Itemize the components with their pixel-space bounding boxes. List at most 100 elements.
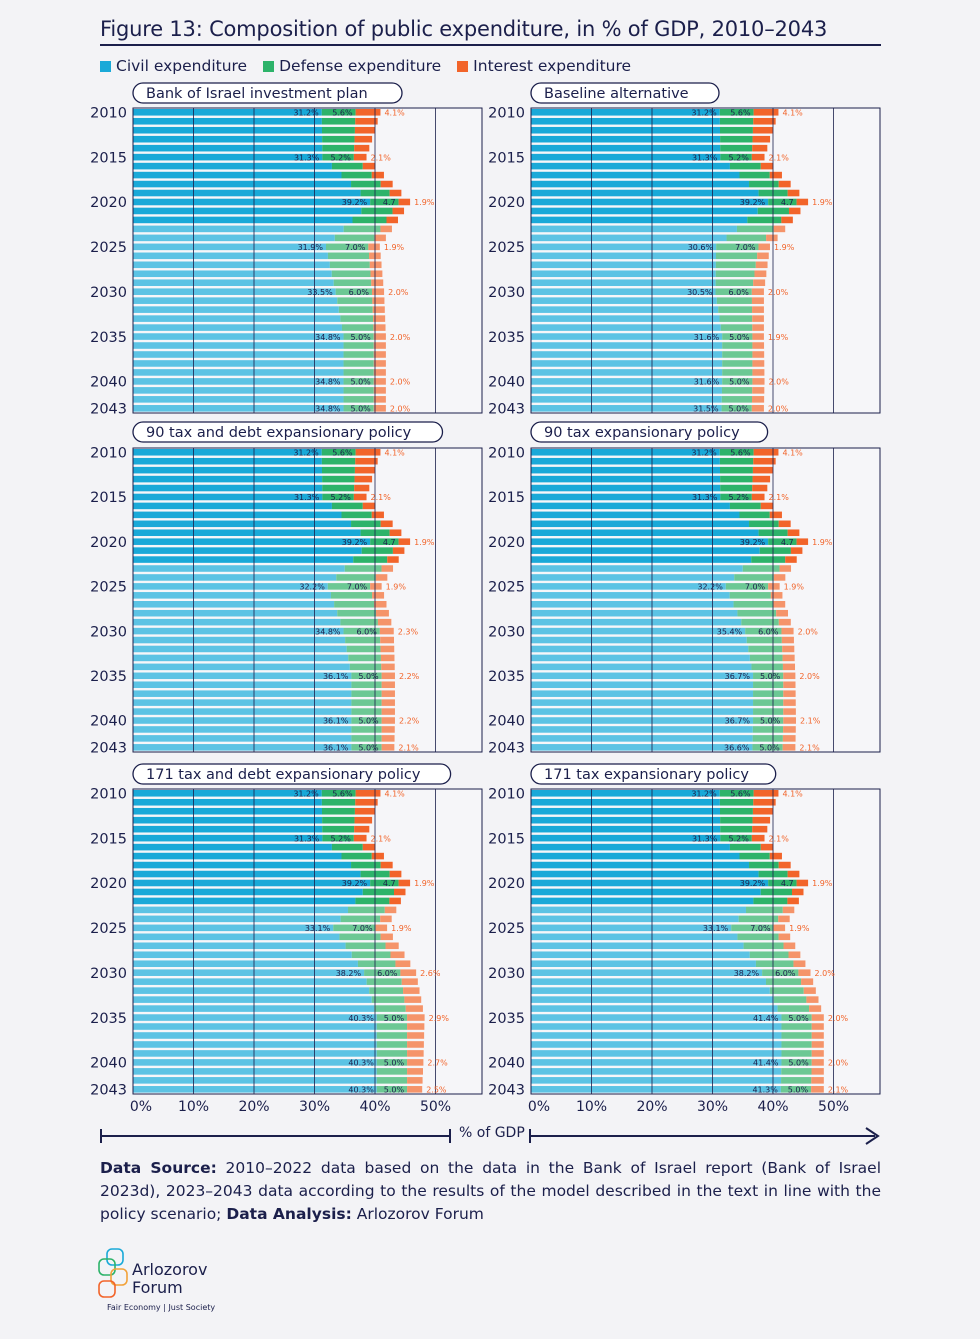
- bar-interest: [752, 306, 764, 313]
- bar-defense: [329, 261, 370, 269]
- bar-interest: [773, 924, 786, 932]
- bar-interest: [811, 1086, 824, 1093]
- bar-interest: [783, 717, 796, 724]
- axis-bracket-mid-tick: [449, 1129, 451, 1143]
- data-label-civil: 33.5%: [307, 288, 333, 297]
- year-tick-label: 2020: [90, 195, 127, 211]
- bar-interest: [392, 207, 405, 215]
- bar-defense: [749, 654, 783, 662]
- data-label-defense: 5.0%: [760, 717, 781, 726]
- bar-interest: [377, 618, 392, 626]
- bar-civil: [133, 645, 347, 653]
- bar-interest: [791, 888, 804, 896]
- data-label-civil: 30.6%: [688, 243, 714, 252]
- bar-civil: [133, 672, 352, 680]
- bar-defense: [357, 960, 396, 968]
- bar-interest: [782, 735, 796, 742]
- bar-defense: [768, 538, 797, 545]
- data-label-interest: 1.9%: [768, 333, 789, 342]
- panel-title-box: [530, 82, 720, 104]
- bar-civil: [133, 906, 349, 914]
- bar-defense: [344, 565, 382, 572]
- data-label-civil: 39.2%: [342, 879, 368, 888]
- data-label-defense: 5.0%: [728, 405, 749, 414]
- data-label-interest: 1.9%: [391, 924, 412, 933]
- bar-defense: [751, 556, 786, 563]
- bar-defense: [719, 315, 753, 322]
- bar-interest: [787, 189, 800, 197]
- bar-civil: [133, 565, 345, 572]
- data-label-defense: 5.0%: [384, 1014, 405, 1023]
- bar-civil: [531, 144, 721, 152]
- bar-defense: [745, 627, 782, 635]
- bar-interest: [752, 315, 764, 322]
- bar-civil: [531, 529, 759, 537]
- bar-interest: [405, 1005, 423, 1012]
- bar-defense: [753, 681, 784, 689]
- bar-defense: [321, 457, 356, 465]
- bar-defense: [759, 547, 791, 554]
- axis-bracket-left: [100, 1135, 450, 1137]
- bar-defense: [749, 180, 779, 188]
- logo-name: Arlozorov Forum: [132, 1261, 207, 1297]
- bar-interest: [811, 1059, 824, 1066]
- bar-interest: [362, 162, 376, 170]
- bar-civil: [133, 915, 341, 923]
- bar-interest: [381, 699, 395, 706]
- bar-interest: [373, 405, 386, 412]
- year-tick-label: 2015: [90, 490, 127, 506]
- bar-interest: [783, 690, 796, 697]
- bar-civil: [133, 627, 344, 635]
- bar-defense: [340, 618, 378, 626]
- bar-defense: [742, 565, 780, 572]
- bar-interest: [751, 834, 765, 842]
- panel-title: 90 tax and debt expansionary policy: [146, 425, 412, 441]
- bar-interest: [380, 654, 395, 662]
- x-tick-label: 30%: [299, 1099, 330, 1115]
- bar-civil: [531, 744, 753, 751]
- data-label-civil: 36.1%: [323, 744, 349, 753]
- x-tick-label: 50%: [420, 1099, 451, 1115]
- bar-defense: [376, 1086, 408, 1093]
- bar-interest: [773, 574, 786, 581]
- bar-interest: [380, 225, 392, 233]
- bar-defense: [366, 978, 402, 985]
- bar-interest: [769, 171, 782, 179]
- year-tick-label: 2015: [90, 150, 127, 166]
- bar-interest: [380, 915, 392, 923]
- x-tick-label: 10%: [576, 1099, 607, 1115]
- bar-civil: [531, 933, 738, 941]
- bar-civil: [531, 843, 730, 851]
- bar-interest: [773, 601, 786, 608]
- bar-interest: [362, 843, 376, 851]
- bar-defense: [343, 405, 374, 412]
- bar-civil: [133, 951, 352, 959]
- logo-tagline: Fair Economy | Just Society: [107, 1303, 216, 1312]
- bar-defense: [769, 987, 804, 994]
- year-tick-label: 2020: [488, 876, 525, 892]
- bar-defense: [340, 315, 374, 322]
- bar-civil: [133, 816, 323, 824]
- bar-civil: [531, 1086, 781, 1093]
- year-tick-label: 2040: [90, 714, 127, 730]
- bar-civil: [531, 1077, 782, 1084]
- data-label-defense: 5.6%: [730, 789, 751, 798]
- bar-defense: [343, 387, 374, 394]
- bar-civil: [133, 109, 322, 116]
- data-label-interest: 2.0%: [768, 288, 789, 297]
- bar-defense: [322, 484, 355, 492]
- data-label-civil: 31.2%: [691, 448, 717, 457]
- bar-civil: [531, 297, 717, 304]
- bar-interest: [752, 369, 765, 376]
- bar-interest: [753, 798, 776, 806]
- bar-civil: [133, 333, 344, 340]
- bar-defense: [369, 987, 404, 994]
- bar-civil: [531, 117, 720, 125]
- bar-defense: [720, 816, 753, 824]
- bar-defense: [781, 1059, 812, 1066]
- bar-defense: [371, 996, 405, 1003]
- bar-defense: [749, 861, 779, 869]
- data-label-defense: 4.7: [383, 198, 396, 207]
- bar-civil: [531, 636, 747, 644]
- data-label-defense: 7.0%: [750, 924, 771, 933]
